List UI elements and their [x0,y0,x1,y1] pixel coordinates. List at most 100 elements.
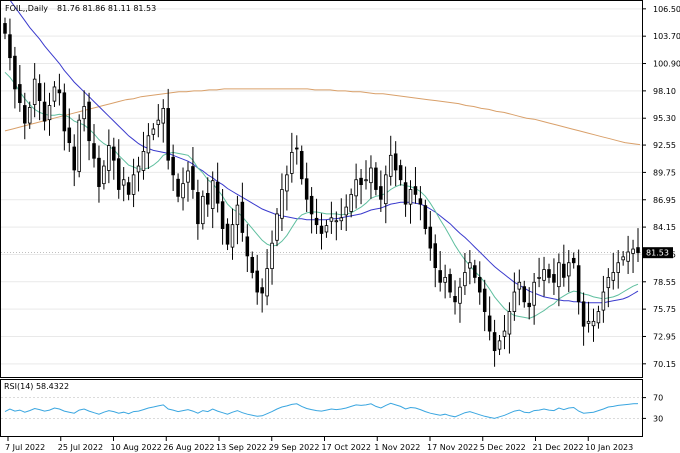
candle [72,134,76,187]
current-price-marker: 81.53 [643,247,673,259]
candle-body-down [18,84,22,103]
candle-body-down [87,101,91,142]
candle-body-up [265,268,269,297]
candle-body-down [97,157,101,187]
candle-body-down [260,287,264,294]
candle-body-down [453,296,457,303]
y-tick-label: 86.95 [653,196,676,205]
candle [438,251,442,292]
candle-body-down [240,201,245,233]
candle-body-down [37,83,42,102]
candle [359,168,363,205]
candle-body-down [225,223,230,245]
rsi-panel [1,397,642,419]
candle-body-down [552,274,556,283]
candle [67,108,72,152]
candle [285,165,289,211]
candle-body-down [250,256,255,273]
candle [418,186,423,221]
candle-body-up [601,291,606,311]
candle [586,301,591,333]
candle [477,261,482,305]
candle [18,64,22,112]
candle [255,254,259,305]
candle [562,244,566,287]
candle [176,173,180,203]
y-tick-label: 98.10 [653,87,676,96]
candle-body-down [314,217,319,226]
candle [621,251,625,266]
candle-body-down [433,243,438,269]
candle [220,189,225,245]
y-axis: 106.50 103.70 100.90 98.10 95.30 92.55 89.75 86… [642,5,680,423]
candle-body-up [275,213,279,241]
candle-body-down [428,226,433,249]
candle [136,156,141,192]
candle-body-up [626,251,630,262]
candle [156,104,161,138]
candle [596,305,601,329]
candle-body-up [82,106,86,120]
candle-body-down [448,274,452,293]
candle-body-down [220,201,225,229]
candle-body-down [492,332,497,352]
candle-body-up [512,291,517,312]
candle [77,114,81,178]
y-tick-label: 106.50 [653,5,680,14]
candle-body-up [102,165,106,185]
candle-body-up [517,281,522,290]
candle [146,123,151,169]
candle-body-up [621,256,625,261]
candle [52,81,57,107]
candle [384,165,388,224]
candle-body-down [191,166,195,190]
candle-body-up [631,248,635,254]
candle [82,90,86,132]
candle [532,272,536,325]
candle [290,132,294,183]
y-tick-label: 95.30 [653,114,676,123]
candle [102,160,106,190]
candle [37,74,42,121]
candle [576,249,581,315]
candle-body-up [107,145,111,171]
candle [314,198,319,234]
rsi-label: RSI(14) 58.4322 [4,382,69,391]
candle-body-down [438,270,442,283]
candle-body-down [482,288,487,312]
x-tick-label: 10 Jan 2023 [585,443,633,452]
x-tick-label: 10 Aug 2022 [111,443,162,452]
chart-header-ohlc: 81.76 81.86 81.11 81.53 [57,4,156,13]
candle [245,224,250,273]
candle [126,176,131,201]
x-tick-label: 29 Sep 2022 [269,443,320,452]
candle [552,258,556,295]
candle [413,167,418,204]
candle-body-down [547,269,551,278]
candle-body-up [611,272,616,281]
candle-body-up [384,174,388,205]
candle-body-down [299,151,304,180]
candle-body-up [537,276,541,279]
candle [62,83,67,151]
candle [324,219,329,238]
candle [611,252,616,290]
candle-body-down [13,55,17,90]
candle-body-up [27,107,32,124]
grid [1,8,642,365]
candle [379,170,383,212]
candle-body-down [72,146,76,171]
candle [47,92,52,136]
candle [339,198,344,231]
candle-body-up [532,281,536,306]
candle [116,139,121,199]
candle-body-up [329,217,334,222]
candle [492,319,497,367]
candle-body-down [166,108,170,161]
candle-body-down [295,147,299,150]
candle-body-up [557,262,561,288]
candle-body-up [290,151,294,174]
candle-body-up [77,119,81,172]
candle [631,239,635,273]
